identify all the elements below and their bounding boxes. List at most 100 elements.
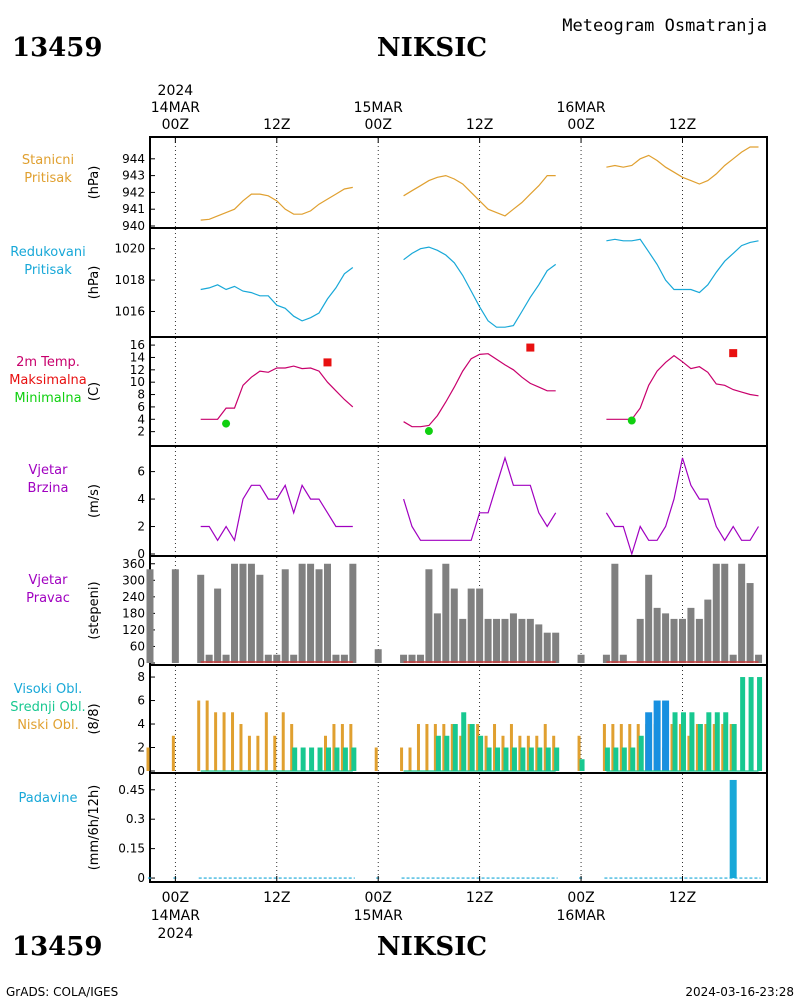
high-cloud-bar [653,700,661,771]
low-cloud-bar [450,724,454,771]
top-year-label: 2024 [158,83,194,99]
wind-dir-bar [256,574,264,663]
mid-cloud-bar [604,747,610,771]
min-temp-marker [222,419,231,428]
bottom-time-label: 12Z [466,890,493,906]
mid-cloud-bar [317,747,323,771]
y-axis-label: (m/s) [87,484,102,518]
low-cloud-bar [543,724,547,771]
y-tick-label: 6 [137,465,145,479]
wind-dir-bar [400,654,408,663]
panel-label: Redukovani [10,245,85,260]
wind-dir-bar [645,574,653,663]
wind-dir-bar [425,569,433,663]
low-cloud-bar [467,724,471,771]
min-temp-marker [627,416,636,425]
mid-cloud-bar [334,747,340,771]
low-cloud-bar [459,735,463,771]
low-cloud-bar [611,724,615,771]
min-temp-marker [424,427,433,436]
low-cloud-bar [493,724,497,771]
y-tick-label: 360 [122,557,145,571]
wind-dir-bar [298,563,306,663]
wind-dir-bar [467,588,475,663]
wind-dir-bar [459,618,467,663]
low-cloud-bar [704,724,708,771]
y-tick-label: 1016 [114,304,145,318]
y-tick-label: 0 [137,656,145,670]
wind-dir-bar [433,613,441,663]
wind-dir-bar [746,583,754,663]
y-axis-label: (8/8) [87,703,102,734]
footer-station-id: 13459 [12,932,102,962]
wind-dir-bar [323,563,331,663]
mid-cloud-bar [638,735,644,771]
mid-cloud-bar [495,747,501,771]
y-tick-label: 240 [122,590,145,604]
subtitle: Meteogram Osmatranja [562,16,767,36]
wind-dir-bar [611,563,619,663]
top-date-label: 16MAR [556,100,605,116]
low-cloud-bar [400,747,404,771]
y-axis-label: (stepeni) [87,581,102,639]
bottom-time-label: 00Z [365,890,392,906]
wind-dir-bar [602,654,610,663]
wind-dir-bar [281,569,289,663]
series-line [403,353,556,428]
wind-dir-bar [662,613,670,663]
station-id: 13459 [12,33,102,63]
mid-cloud-bar [714,712,720,771]
bottom-date-label: 16MAR [556,908,605,924]
mid-cloud-bar [435,735,441,771]
low-cloud-bar [171,735,175,771]
footer-station-name: NIKSIC [377,932,487,962]
low-cloud-bar [721,724,725,771]
y-tick-label: 941 [122,202,145,216]
y-tick-label: 940 [122,219,145,233]
wind-dir-bar [416,654,424,663]
wind-dir-bar [374,649,382,663]
mid-cloud-bar [452,724,458,771]
low-cloud-bar [712,724,716,771]
mid-cloud-bar [325,747,331,771]
mid-cloud-bar [680,712,686,771]
y-tick-label: 1020 [114,242,145,256]
mid-cloud-bar [342,747,348,771]
wind-dir-bar [704,599,712,663]
y-tick-label: 0 [137,547,145,561]
low-cloud-bar [670,724,674,771]
y-tick-label: 0 [137,764,145,778]
wind-dir-bar [239,563,247,663]
mid-cloud-bar [444,735,450,771]
mid-cloud-bar [503,747,509,771]
y-tick-label: 180 [122,606,145,620]
panel-label: Vjetar [29,463,69,478]
mid-cloud-bar [731,724,737,771]
low-cloud-bar [526,735,530,771]
low-cloud-bar [214,712,218,771]
mid-cloud-bar [461,712,467,771]
low-cloud-bar [509,724,513,771]
series-line [200,483,353,542]
wind-dir-bar [264,654,272,663]
wind-dir-bar [678,618,686,663]
y-tick-label: 8 [137,388,145,402]
wind-dir-bar [408,654,416,663]
series-line [403,174,556,217]
panel-label: Visoki Obl. [14,682,82,697]
wind-dir-bar [231,563,239,663]
low-cloud-bar [273,735,277,771]
low-cloud-bar [256,735,260,771]
y-tick-label: 2 [137,425,145,439]
y-tick-label: 14 [130,350,145,364]
wind-dir-bar [146,569,154,663]
wind-dir-bar [518,618,526,663]
y-axis-label: (hPa) [87,266,102,300]
wind-dir-bar [535,624,543,663]
mid-cloud-bar [537,747,543,771]
y-tick-label: 0.45 [118,783,145,797]
mid-cloud-bar [757,677,763,771]
y-tick-label: 1018 [114,273,145,287]
y-tick-label: 60 [130,639,145,653]
